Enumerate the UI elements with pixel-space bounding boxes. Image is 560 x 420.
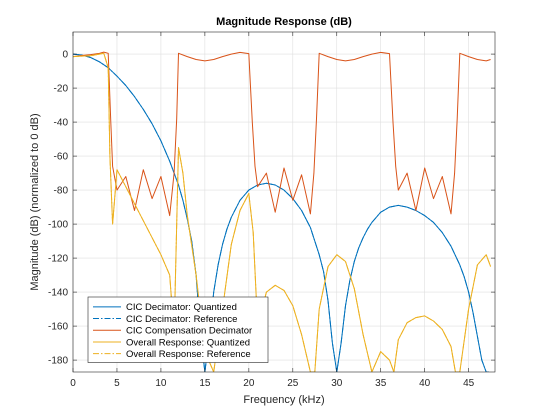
chart-title: Magnitude Response (dB) [216,16,352,28]
x-tick-label: 15 [199,378,211,389]
legend-label: CIC Compensation Decimator [126,326,252,337]
x-tick-label: 5 [114,378,120,389]
legend-label: CIC Decimator: Reference [126,314,237,325]
y-tick-label: -180 [48,356,68,367]
y-tick-label: -40 [54,118,69,129]
x-tick-label: 35 [375,378,387,389]
legend-label: Overall Response: Quantized [126,337,250,348]
x-tick-label: 40 [419,378,431,389]
series-line-3 [73,51,491,217]
x-tick-label: 0 [70,378,76,389]
y-axis-label: Magnitude (dB) (normalized to 0 dB) [29,113,41,290]
x-axis-label: Frequency (kHz) [243,394,324,406]
x-tick-label: 45 [463,378,475,389]
y-tick-label: -160 [48,322,68,333]
x-tick-label: 30 [331,378,343,389]
y-tick-label: -100 [48,220,68,231]
series-line-2 [73,53,489,372]
y-tick-label: -120 [48,254,68,265]
x-tick-label: 25 [287,378,299,389]
legend-label: Overall Response: Reference [126,349,251,360]
series-layer [73,51,492,372]
y-tick-label: -140 [48,288,68,299]
axes-box [72,31,496,373]
y-tick-label: -80 [54,186,69,197]
ticks: 0 5 10 15 20 25 30 35 40 45 0 -20 -40 -60 -80 -100 -120 -… [48,32,495,389]
series-line-5 [73,52,492,372]
x-tick-label: 10 [155,378,167,389]
y-tick-label: -20 [54,84,69,95]
y-tick-label: 0 [62,50,68,61]
y-tick-label: -60 [54,152,69,163]
x-tick-label: 20 [243,378,255,389]
legend-label: CIC Decimator: Quantized [126,302,237,313]
